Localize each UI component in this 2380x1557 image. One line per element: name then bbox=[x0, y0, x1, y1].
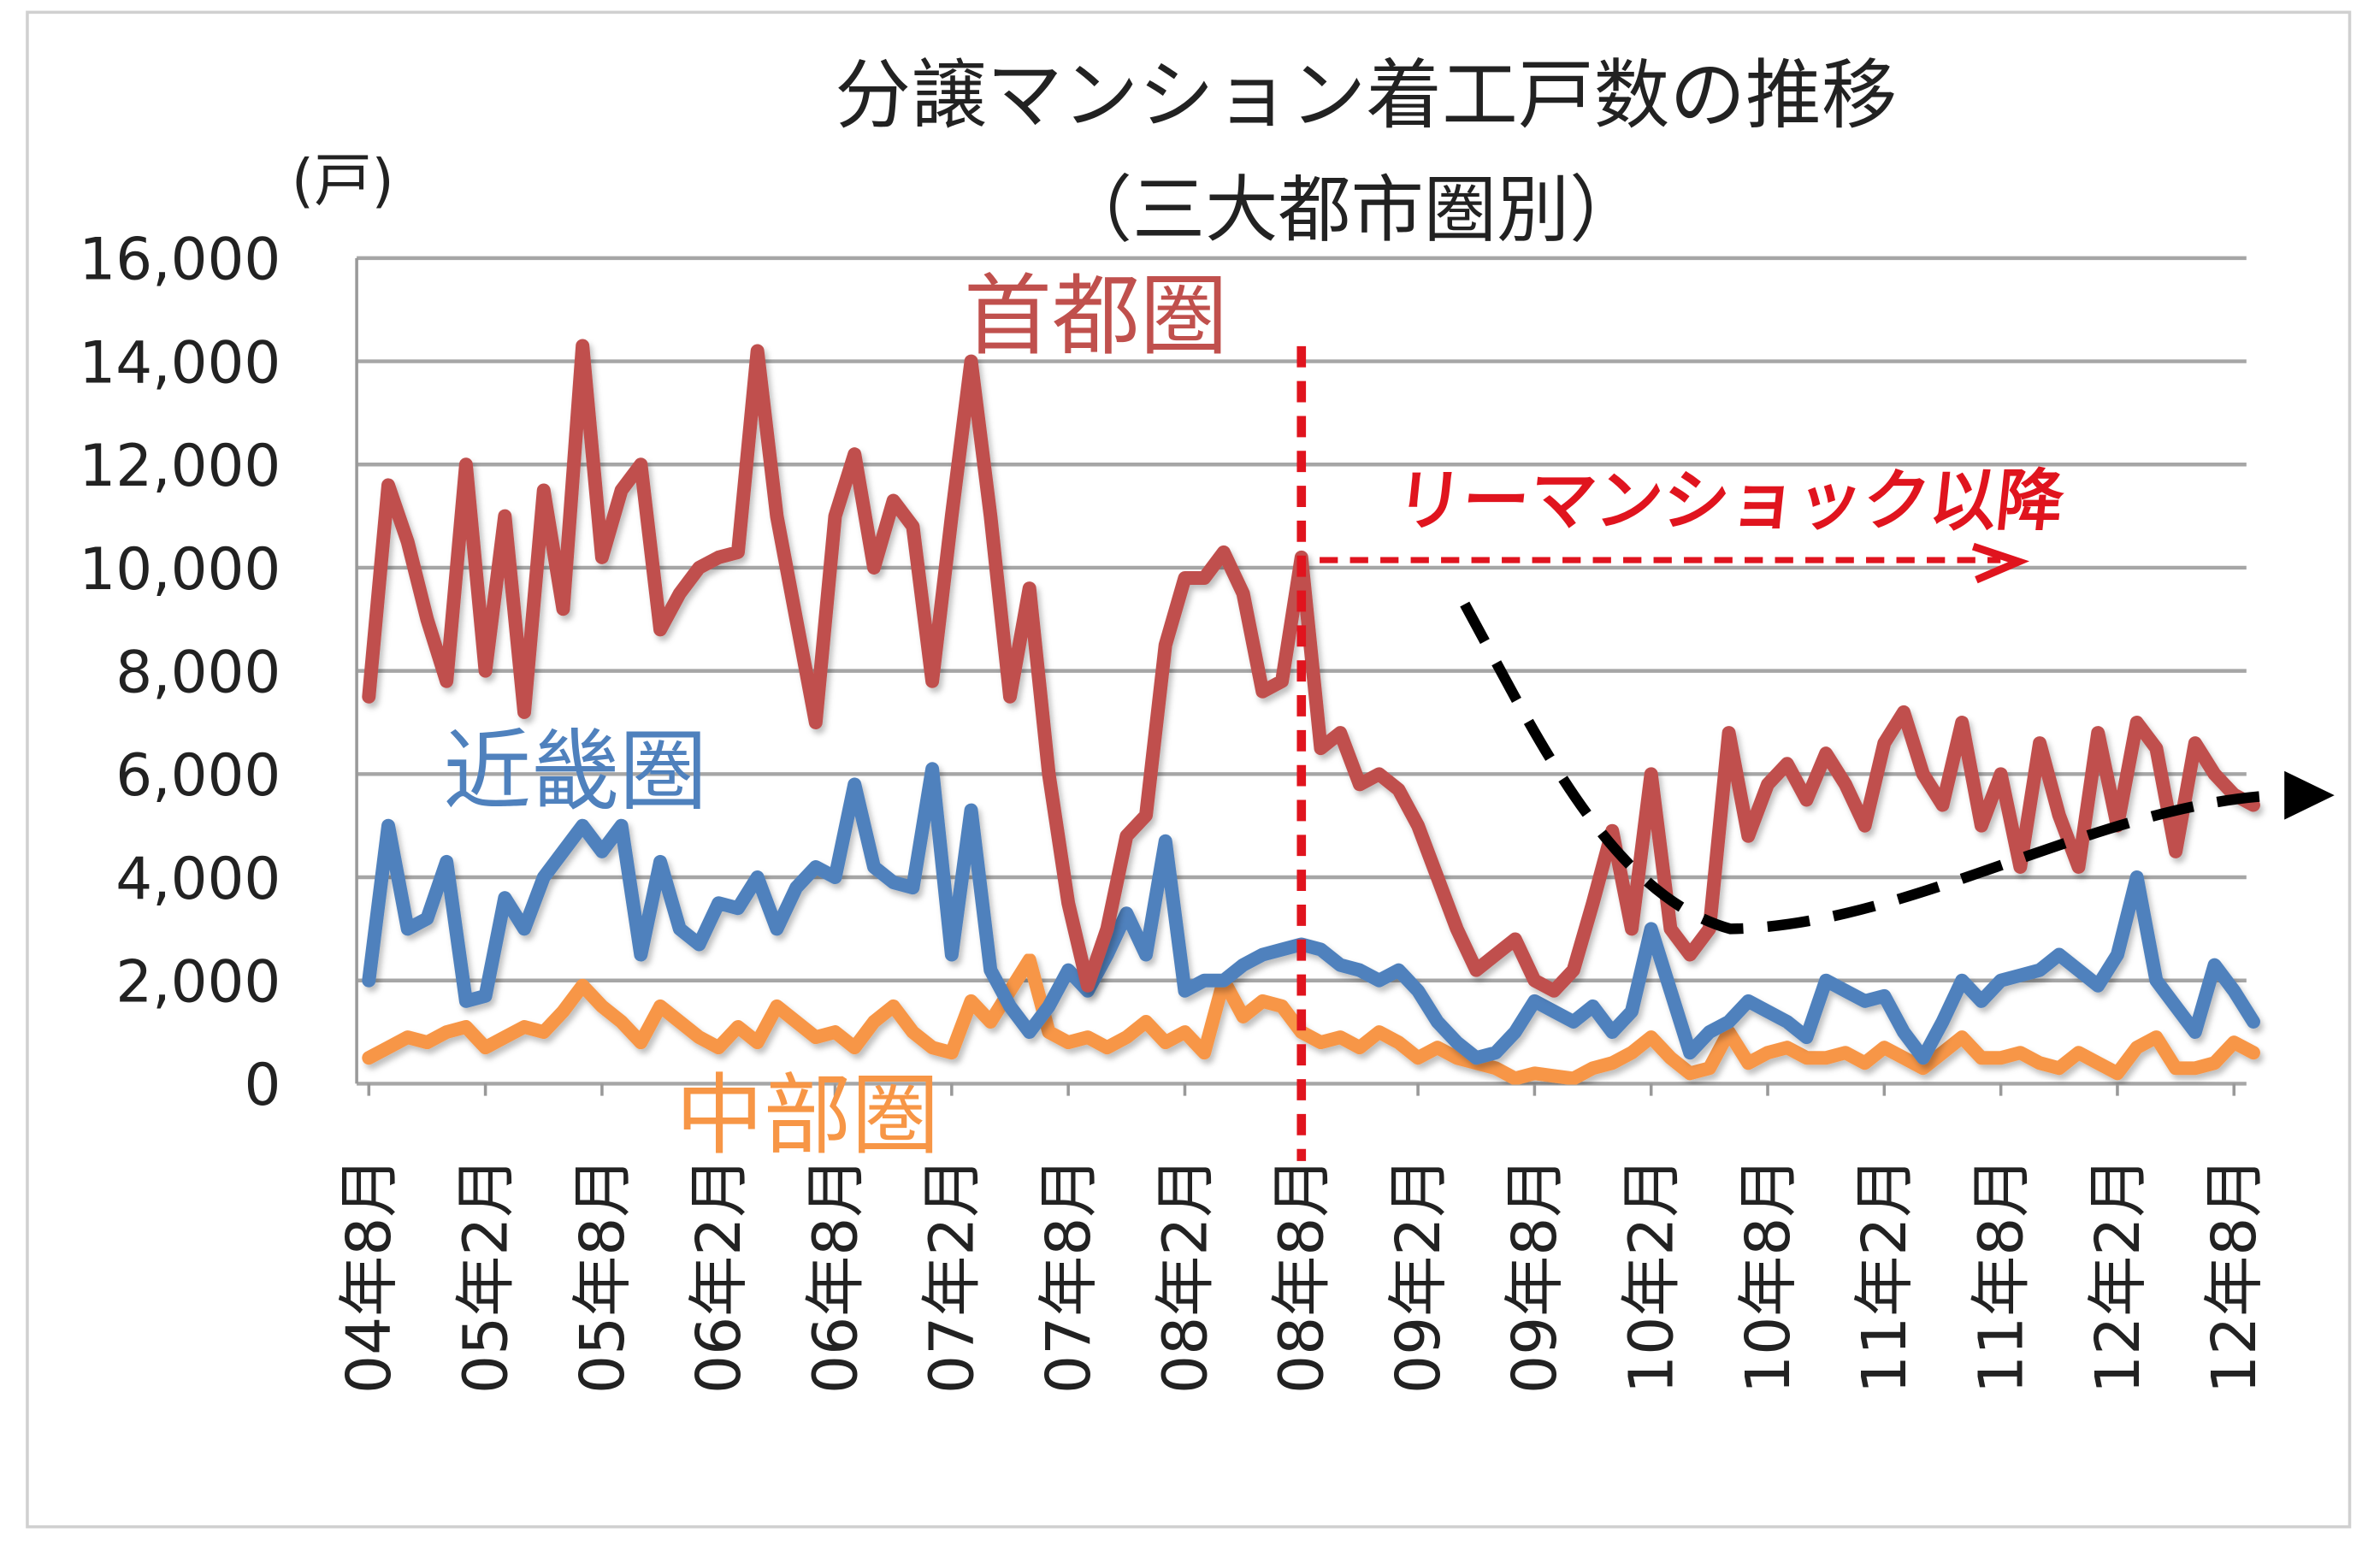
y-tick-label: 4,000 bbox=[115, 845, 281, 912]
x-tick-label: 08年2月 bbox=[1149, 1157, 1220, 1394]
y-tick-label: 6,000 bbox=[115, 741, 281, 809]
trend-arrow-line bbox=[1460, 601, 2277, 935]
y-tick-label: 14,000 bbox=[79, 328, 281, 396]
series-label-chubu: 中部圏 bbox=[676, 1065, 940, 1167]
chart-subtitle: （三大都市圏別） bbox=[1060, 168, 1643, 253]
x-tick-label: 05年8月 bbox=[567, 1157, 638, 1394]
x-tick-label: 10年8月 bbox=[1733, 1157, 1804, 1394]
y-tick-label: 10,000 bbox=[79, 535, 281, 603]
trend-arrow-head bbox=[2284, 770, 2335, 820]
x-tick-label: 05年2月 bbox=[450, 1157, 521, 1394]
x-tick-label: 11年8月 bbox=[1965, 1157, 2036, 1394]
x-tick-label: 10年2月 bbox=[1616, 1157, 1687, 1394]
series-label-shutoken: 首都圏 bbox=[964, 265, 1228, 368]
x-tick-label: 09年8月 bbox=[1499, 1157, 1570, 1394]
y-axis-ticks: 0 2,000 4,000 6,000 8,000 10,000 12,000 14,000 1… bbox=[79, 226, 281, 1119]
series-group bbox=[362, 339, 2260, 1086]
y-axis-unit: (戸) bbox=[292, 146, 394, 214]
x-tick-label: 06年8月 bbox=[800, 1157, 871, 1394]
x-tick-label: 12年2月 bbox=[2082, 1157, 2153, 1394]
y-tick-label: 16,000 bbox=[79, 226, 281, 293]
x-tick-label: 07年2月 bbox=[917, 1157, 988, 1394]
x-tick-label: 09年2月 bbox=[1383, 1157, 1454, 1394]
x-axis-ticks: 04年8月 05年2月 05年8月 06年2月 06年8月 07年2月 07年8月 08年2月… bbox=[334, 1083, 2270, 1394]
series-line-中部圏 bbox=[362, 952, 2260, 1086]
x-tick-label: 08年8月 bbox=[1267, 1157, 1338, 1394]
x-tick-label: 11年2月 bbox=[1849, 1157, 1920, 1394]
series-line-首都圏 bbox=[362, 339, 2260, 998]
chart-border bbox=[26, 10, 2352, 1529]
series-label-kinki: 近畿圏 bbox=[443, 720, 707, 823]
event-label: リーマンショック以降 bbox=[1391, 463, 2068, 540]
chart-title: 分譲マンション着工戸数の推移 bbox=[835, 51, 1897, 139]
y-tick-label: 12,000 bbox=[79, 432, 281, 499]
x-tick-label: 07年8月 bbox=[1033, 1157, 1104, 1394]
y-tick-label: 8,000 bbox=[115, 638, 281, 705]
x-tick-label: 12年8月 bbox=[2199, 1157, 2270, 1394]
event-arrow-head bbox=[1971, 542, 2030, 584]
y-tick-label: 2,000 bbox=[115, 948, 281, 1016]
x-tick-label: 04年8月 bbox=[334, 1157, 405, 1394]
x-tick-label: 06年2月 bbox=[683, 1157, 754, 1394]
series-line-近畿圏 bbox=[362, 762, 2260, 1065]
annotations bbox=[1296, 345, 2335, 1161]
y-tick-label: 0 bbox=[244, 1051, 281, 1118]
